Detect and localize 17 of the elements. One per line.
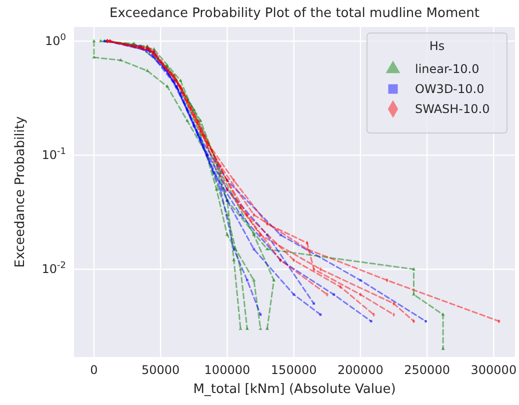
x-tick-label: 100000 [204, 363, 250, 377]
x-tick-label: 150000 [270, 363, 317, 377]
x-axis-title: M_total [kNm] (Absolute Value) [193, 382, 396, 397]
x-tick-label: 300000 [470, 363, 517, 377]
x-tick-label: 0 [90, 363, 98, 377]
legend-label: SWASH-10.0 [415, 102, 490, 116]
y-tick-label: 10$^{0}$ [44, 33, 66, 48]
x-tick-label: 200000 [338, 363, 384, 377]
x-tick-label: 50000 [142, 363, 180, 377]
legend-label: linear-10.0 [415, 62, 480, 76]
y-axis-title: Exceedance Probability [13, 116, 28, 268]
legend-label: OW3D-10.0 [415, 82, 484, 96]
legend-title: Hs [429, 39, 445, 53]
chart-title: Exceedance Probability Plot of the total mudline Moment [110, 6, 480, 21]
y-tick-label: 10$^{-1}$ [42, 147, 66, 162]
x-tick-label: 250000 [404, 363, 450, 377]
y-tick-label: 10$^{-2}$ [42, 261, 66, 276]
